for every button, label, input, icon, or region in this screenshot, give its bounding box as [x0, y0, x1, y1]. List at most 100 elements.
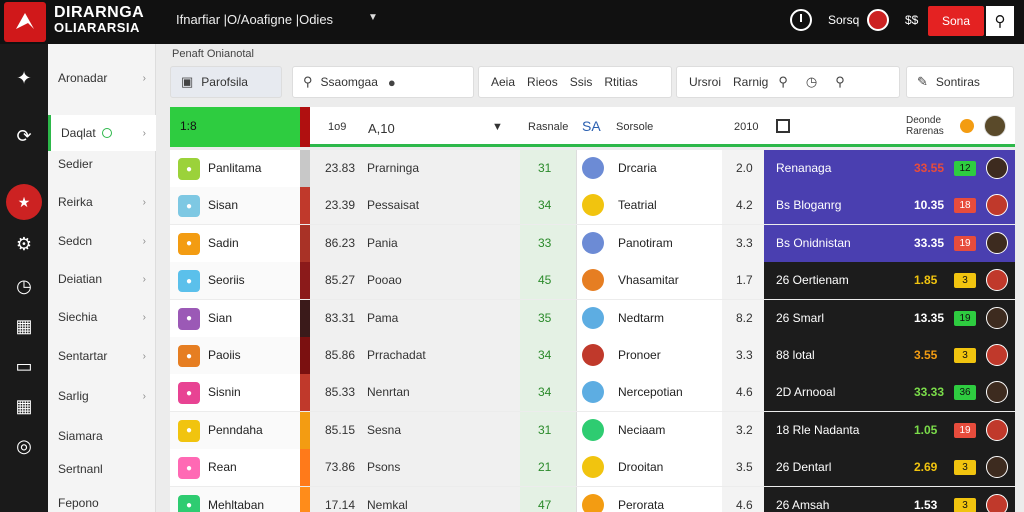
grid-icon[interactable]: ▦ [15, 395, 33, 416]
table-row[interactable]: ● Seoriis 85.27 Pooao 45 Vhasamitar 1.7 26 Oert… [170, 262, 1015, 300]
sidebar-item[interactable]: Reirka › [48, 184, 156, 220]
odds-panel[interactable]: 26 Smarl 13.35 19 [764, 299, 1015, 337]
sidebar-item[interactable]: Sedcn › [48, 223, 156, 259]
opponent-name[interactable]: Perorata [618, 497, 665, 512]
app-logo[interactable] [4, 2, 46, 42]
odds-panel[interactable]: 26 Oertienam 1.85 3 [764, 262, 1015, 300]
table-row[interactable]: ● Rean 73.86 Psons 21 Drooitan 3.5 26 Dentarl 2.… [170, 449, 1015, 487]
table-row[interactable]: ● Paoiis 85.86 Prrachadat 34 Pronoer 3.3 88 lot… [170, 337, 1015, 374]
sidebar-item[interactable]: Siamara [48, 418, 156, 454]
sidebar-item[interactable]: Aronadar › [48, 60, 156, 96]
odds-panel[interactable]: 26 Dentarl 2.69 3 [764, 449, 1015, 487]
opponent-name[interactable]: Neciaam [618, 422, 666, 437]
search-icon[interactable]: ⚲ [835, 74, 845, 89]
column-header[interactable]: Rasnale [528, 121, 569, 133]
filter-tab[interactable]: Aeia [491, 75, 516, 89]
row-name[interactable]: Panlitama [208, 161, 262, 175]
row-name[interactable]: Sian [208, 310, 233, 325]
filter-tab[interactable]: Ssis [569, 75, 593, 89]
row-name[interactable]: Rean [208, 460, 237, 475]
chevron-down-icon[interactable]: ▼ [492, 121, 503, 133]
row-small-value: 2.0 [722, 150, 764, 187]
target-icon[interactable]: ◎ [16, 435, 32, 456]
row-name[interactable]: Sisnin [208, 385, 241, 400]
sidebar-item[interactable]: Fepono [48, 485, 156, 512]
column-header[interactable]: 1o9 [328, 121, 347, 133]
select-all-checkbox[interactable] [776, 119, 790, 133]
table-row[interactable]: ● Sisnin 85.33 Nenrtan 34 Nercepotian 4.6 2D Ar… [170, 374, 1015, 412]
tool-tab[interactable]: Ursroi [689, 75, 721, 89]
filter-tab[interactable]: Rtitias [604, 75, 638, 89]
odds-panel[interactable]: Bs Onidnistan 33.35 19 [764, 224, 1015, 262]
row-name[interactable]: Penndaha [208, 422, 263, 437]
chevron-down-icon[interactable]: ▼ [368, 12, 378, 23]
column-header[interactable]: Sorsole [616, 121, 654, 133]
clock-icon[interactable]: ◷ [805, 74, 818, 89]
table-row[interactable]: ● Sadin 86.23 Pania 33 Panotiram 3.3 Bs Onidnis… [170, 224, 1015, 262]
filter-tab[interactable]: Rieos [527, 75, 558, 89]
row-name[interactable]: Paoiis [208, 348, 241, 362]
opponent-name[interactable]: Nedtarm [618, 310, 665, 325]
opponent-name[interactable]: Vhasamitar [618, 273, 679, 288]
sidebar-item[interactable]: Sentartar › [48, 338, 156, 374]
gear-icon[interactable]: ⚙ [15, 233, 33, 254]
sidebar-item-label: Sertnanl [58, 462, 103, 476]
column-header[interactable]: A,10 [368, 121, 395, 136]
row-score: 31 [520, 150, 576, 187]
user-avatar[interactable] [867, 9, 889, 31]
opponent-name[interactable]: Drooitan [618, 460, 664, 475]
user-avatar[interactable] [984, 115, 1006, 137]
table-row[interactable]: ● Mehltaban 17.14 Nemkal 47 Perorata 4.6 26 Ams… [170, 486, 1015, 512]
opponent-name[interactable]: Drcaria [618, 161, 657, 175]
column-header[interactable]: SA [582, 118, 601, 134]
odds-panel[interactable]: Renanaga 33.55 12 [764, 150, 1015, 187]
row-small-value: 3.3 [722, 224, 764, 262]
search-icon[interactable]: ⚲ [986, 6, 1014, 36]
row-name[interactable]: Sadin [208, 235, 239, 250]
header-green-cell[interactable]: 1:8 [170, 107, 300, 147]
compass-icon[interactable]: ✦ [16, 67, 32, 88]
odds-panel[interactable]: Bs Bloganrg 10.35 18 [764, 187, 1015, 225]
odds-panel[interactable]: 26 Amsah 1.53 3 [764, 486, 1015, 512]
sidebar-item[interactable]: Sedier [48, 146, 156, 182]
odds-panel-label: 26 Amsah [776, 497, 830, 512]
refresh-icon[interactable]: ⟳ [16, 125, 32, 146]
settings-button[interactable]: ✎ Sontiras [906, 66, 1014, 98]
pin-icon[interactable]: ⚲ [778, 74, 788, 89]
row-cell-bg [310, 449, 520, 487]
row-name[interactable]: Sisan [208, 198, 239, 213]
row-name[interactable]: Seoriis [208, 273, 245, 288]
opponent-name[interactable]: Nercepotian [618, 385, 683, 400]
profile-tab[interactable]: ▣ Parofsila [170, 66, 282, 98]
sidebar-item-active[interactable]: Daqlat › [48, 115, 156, 151]
odds-panel[interactable]: 88 lotal 3.55 3 [764, 337, 1015, 374]
wallet-icon[interactable]: ▭ [15, 355, 33, 376]
table-row[interactable]: ● Sian 83.31 Pama 35 Nedtarm 8.2 26 Smarl 13.35 1… [170, 299, 1015, 337]
opponent-name[interactable]: Pronoer [618, 348, 661, 362]
sidebar-item[interactable]: Deiatian › [48, 261, 156, 297]
clock-icon[interactable] [790, 9, 812, 31]
top-bar: DIRARNGA OLIARARSIA Ifnarfiar |O/Aoafign… [0, 0, 1024, 44]
odds-panel[interactable]: 2D Arnooal 33.33 36 [764, 374, 1015, 412]
calendar-icon[interactable]: ▦ [15, 315, 33, 336]
odds-panel[interactable]: 18 Rle Nadanta 1.05 19 [764, 411, 1015, 449]
row-cell-bg [310, 224, 520, 262]
timer-icon[interactable]: ◷ [16, 275, 32, 296]
opponent-name[interactable]: Panotiram [618, 235, 673, 250]
column-header[interactable]: 2010 [734, 121, 759, 133]
search-input[interactable]: ⚲ Ssaomgaa ● [292, 66, 474, 98]
cta-button[interactable]: Sona [928, 6, 984, 36]
top-nav-title[interactable]: Ifnarfiar |O/Aoafigne |Odies [176, 12, 334, 27]
sidebar-item[interactable]: Siechia › [48, 299, 156, 335]
opponent-name[interactable]: Teatrial [618, 198, 657, 213]
sidebar-item[interactable]: Sertnanl [48, 451, 156, 487]
column-header[interactable]: Deonde Rarenas [906, 115, 944, 137]
sidebar-item[interactable]: Sarlig › [48, 378, 156, 414]
table-row[interactable]: ● Sisan 23.39 Pessaisat 34 Teatrial 4.2 Bs Blog… [170, 187, 1015, 225]
tool-tab[interactable]: Rarnig [733, 75, 769, 89]
table-row[interactable]: ● Panlitama 23.83 Prarninga 31 Drcaria 2.0 Rena… [170, 150, 1015, 187]
table-row[interactable]: ● Penndaha 85.15 Sesna 31 Neciaam 3.2 18 Rle Na… [170, 411, 1015, 449]
odds-panel-label: 88 lotal [776, 348, 815, 362]
mascot-icon[interactable]: ★ [6, 184, 42, 220]
row-name[interactable]: Mehltaban [208, 497, 265, 512]
